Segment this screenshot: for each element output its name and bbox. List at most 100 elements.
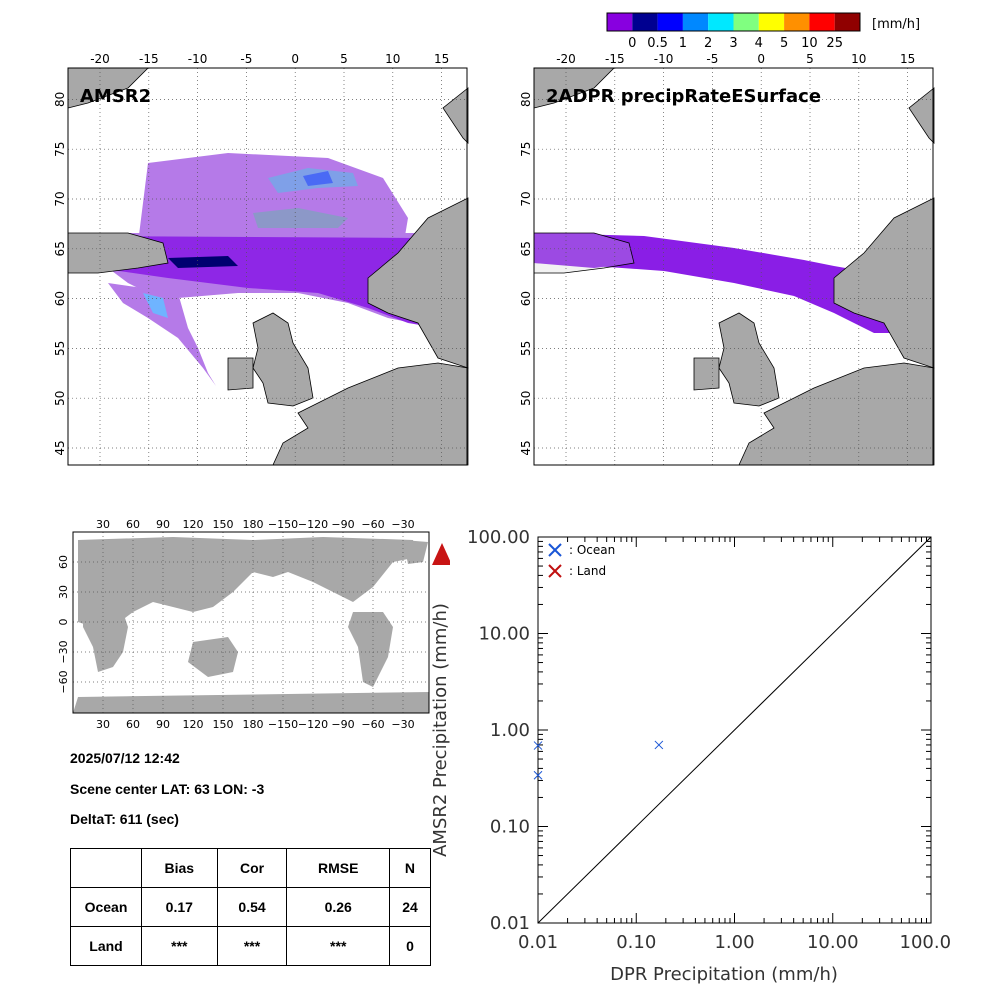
scatter-ticks: 0.01 0.10 1.00 10.00 100.00 0.01 0.10 1.00 10.00… [467, 527, 950, 953]
land-masses [533, 67, 935, 466]
lon-tick-label: -20 [556, 468, 576, 470]
scene-datetime: 2025/07/12 12:42 [70, 750, 180, 766]
scatter-plot: 0.01 0.10 1.00 10.00 100.00 0.01 0.10 1.00 10.00… [430, 527, 950, 985]
lon-tick-label: -15 [139, 52, 159, 66]
lat-tick-label: 60 [57, 555, 70, 569]
lat-tick-label: 70 [53, 191, 67, 206]
scatter-points [533, 740, 664, 780]
colorbar-swatch [657, 13, 683, 31]
lon-tick-label: 120 [183, 518, 204, 531]
stats-header-cell: Cor [216, 848, 288, 888]
lat-tick-label: 45 [53, 440, 67, 455]
lon-tick-label: 150 [213, 718, 234, 731]
lon-tick-label: 15 [900, 468, 915, 470]
lon-tick-label: -20 [90, 468, 110, 470]
map-frame [67, 67, 468, 466]
lat-tick-label: 60 [519, 291, 533, 306]
lon-tick-label: 0 [291, 52, 299, 66]
colorbar-swatch [758, 13, 785, 31]
lat-tick-label: −30 [57, 640, 70, 663]
colorbar: [mm/h] 0 0.5 1 2 3 4 5 10 25 [606, 12, 920, 51]
stats-header-cell: Bias [141, 848, 218, 888]
lon-tick-label: 150 [213, 518, 234, 531]
lat-tick-label: 70 [519, 191, 533, 206]
lat-tick-label: 50 [519, 391, 533, 406]
colorbar-tick-label: 10 [801, 36, 818, 51]
lat-tick-label: 65 [935, 241, 936, 256]
lon-tick-label: −150 [268, 718, 298, 731]
y-tick-label: 10.00 [478, 624, 530, 645]
globe-grid [73, 532, 429, 713]
stats-header-row: Bias Cor RMSE N [70, 848, 432, 888]
x-tick-label: 100.00 [900, 932, 950, 953]
lat-tick-label: 75 [469, 142, 470, 157]
stats-cell: 0.54 [216, 887, 288, 927]
lat-tick-label: 65 [469, 241, 470, 256]
lat-tick-label: 75 [935, 142, 936, 157]
lon-tick-label: −30 [391, 718, 414, 731]
stats-cell: 24 [388, 887, 432, 927]
precip-swath [83, 153, 438, 386]
colorbar-swatch [733, 13, 759, 31]
lon-tick-label: -20 [556, 52, 576, 66]
lat-tick-label: 50 [469, 391, 470, 406]
lon-tick-label: −150 [268, 518, 298, 531]
lon-tick-label: -10 [188, 52, 208, 66]
y-tick-label: 100.00 [467, 527, 530, 548]
one-to-one-line [537, 536, 932, 924]
scatter-point [533, 770, 543, 780]
lon-tick-label: 0 [757, 52, 765, 66]
stats-header-cell [70, 848, 142, 888]
map-title: 2ADPR precipRateESurface [546, 86, 821, 107]
colorbar-swatch [809, 13, 835, 31]
stats-cell: 0.26 [286, 887, 390, 927]
legend-marker-icon [548, 543, 562, 557]
lon-tick-label: 0 [757, 468, 765, 470]
lon-tick-label: −60 [361, 518, 384, 531]
lat-tick-label: 80 [935, 92, 936, 107]
stats-cell: 0.17 [141, 887, 218, 927]
scatter-point [654, 740, 664, 750]
lon-tick-label: −30 [391, 518, 414, 531]
lon-tick-label: 90 [156, 518, 170, 531]
lon-tick-label: 0 [291, 468, 299, 470]
y-tick-label: 0.10 [490, 817, 530, 838]
stats-header-cell: RMSE [286, 848, 390, 888]
lon-tick-label: −60 [361, 718, 384, 731]
lon-tick-label: 60 [126, 518, 140, 531]
map-frame [533, 67, 934, 466]
precip-swath [534, 233, 909, 333]
lat-tick-label: −60 [57, 670, 70, 693]
y-tick-label: 0.01 [490, 913, 530, 934]
colorbar-tick-label: 4 [755, 36, 763, 51]
lon-tick-label: 120 [183, 718, 204, 731]
lon-tick-label: 10 [851, 52, 866, 66]
lat-tick-label: 55 [469, 341, 470, 356]
x-tick-label: 0.01 [518, 932, 558, 953]
colorbar-swatch [607, 13, 633, 31]
lon-tick-label: 30 [96, 718, 110, 731]
lon-tick-label: 5 [806, 52, 814, 66]
colorbar-swatch [708, 13, 734, 31]
stats-header-cell: N [388, 848, 432, 888]
scatter-point [533, 741, 543, 750]
legend-marker-icon [548, 564, 562, 578]
lat-tick-label: 55 [935, 341, 936, 356]
stats-row-land: Land *** *** *** 0 [70, 926, 432, 966]
lat-tick-label: 60 [469, 291, 470, 306]
colorbar-tick-label: 2 [704, 36, 712, 51]
scene-center: Scene center LAT: 63 LON: -3 [70, 781, 265, 797]
lat-tick-label: 45 [935, 440, 936, 455]
lon-tick-label: -15 [605, 52, 625, 66]
lon-tick-label: 60 [126, 718, 140, 731]
stats-cell: Land [70, 926, 142, 966]
lon-tick-label: −120 [298, 518, 328, 531]
stats-table: Bias Cor RMSE N Ocean 0.17 0.54 0.26 24 … [70, 848, 432, 966]
colorbar-swatches [606, 12, 861, 32]
stats-cell: *** [141, 926, 218, 966]
y-axis-label: AMSR2 Precipitation (mm/h) [430, 603, 451, 857]
lon-tick-label: -5 [240, 52, 252, 66]
lon-tick-label: -5 [240, 468, 252, 470]
lon-tick-label: 180 [243, 518, 264, 531]
lon-tick-label: -5 [706, 52, 718, 66]
